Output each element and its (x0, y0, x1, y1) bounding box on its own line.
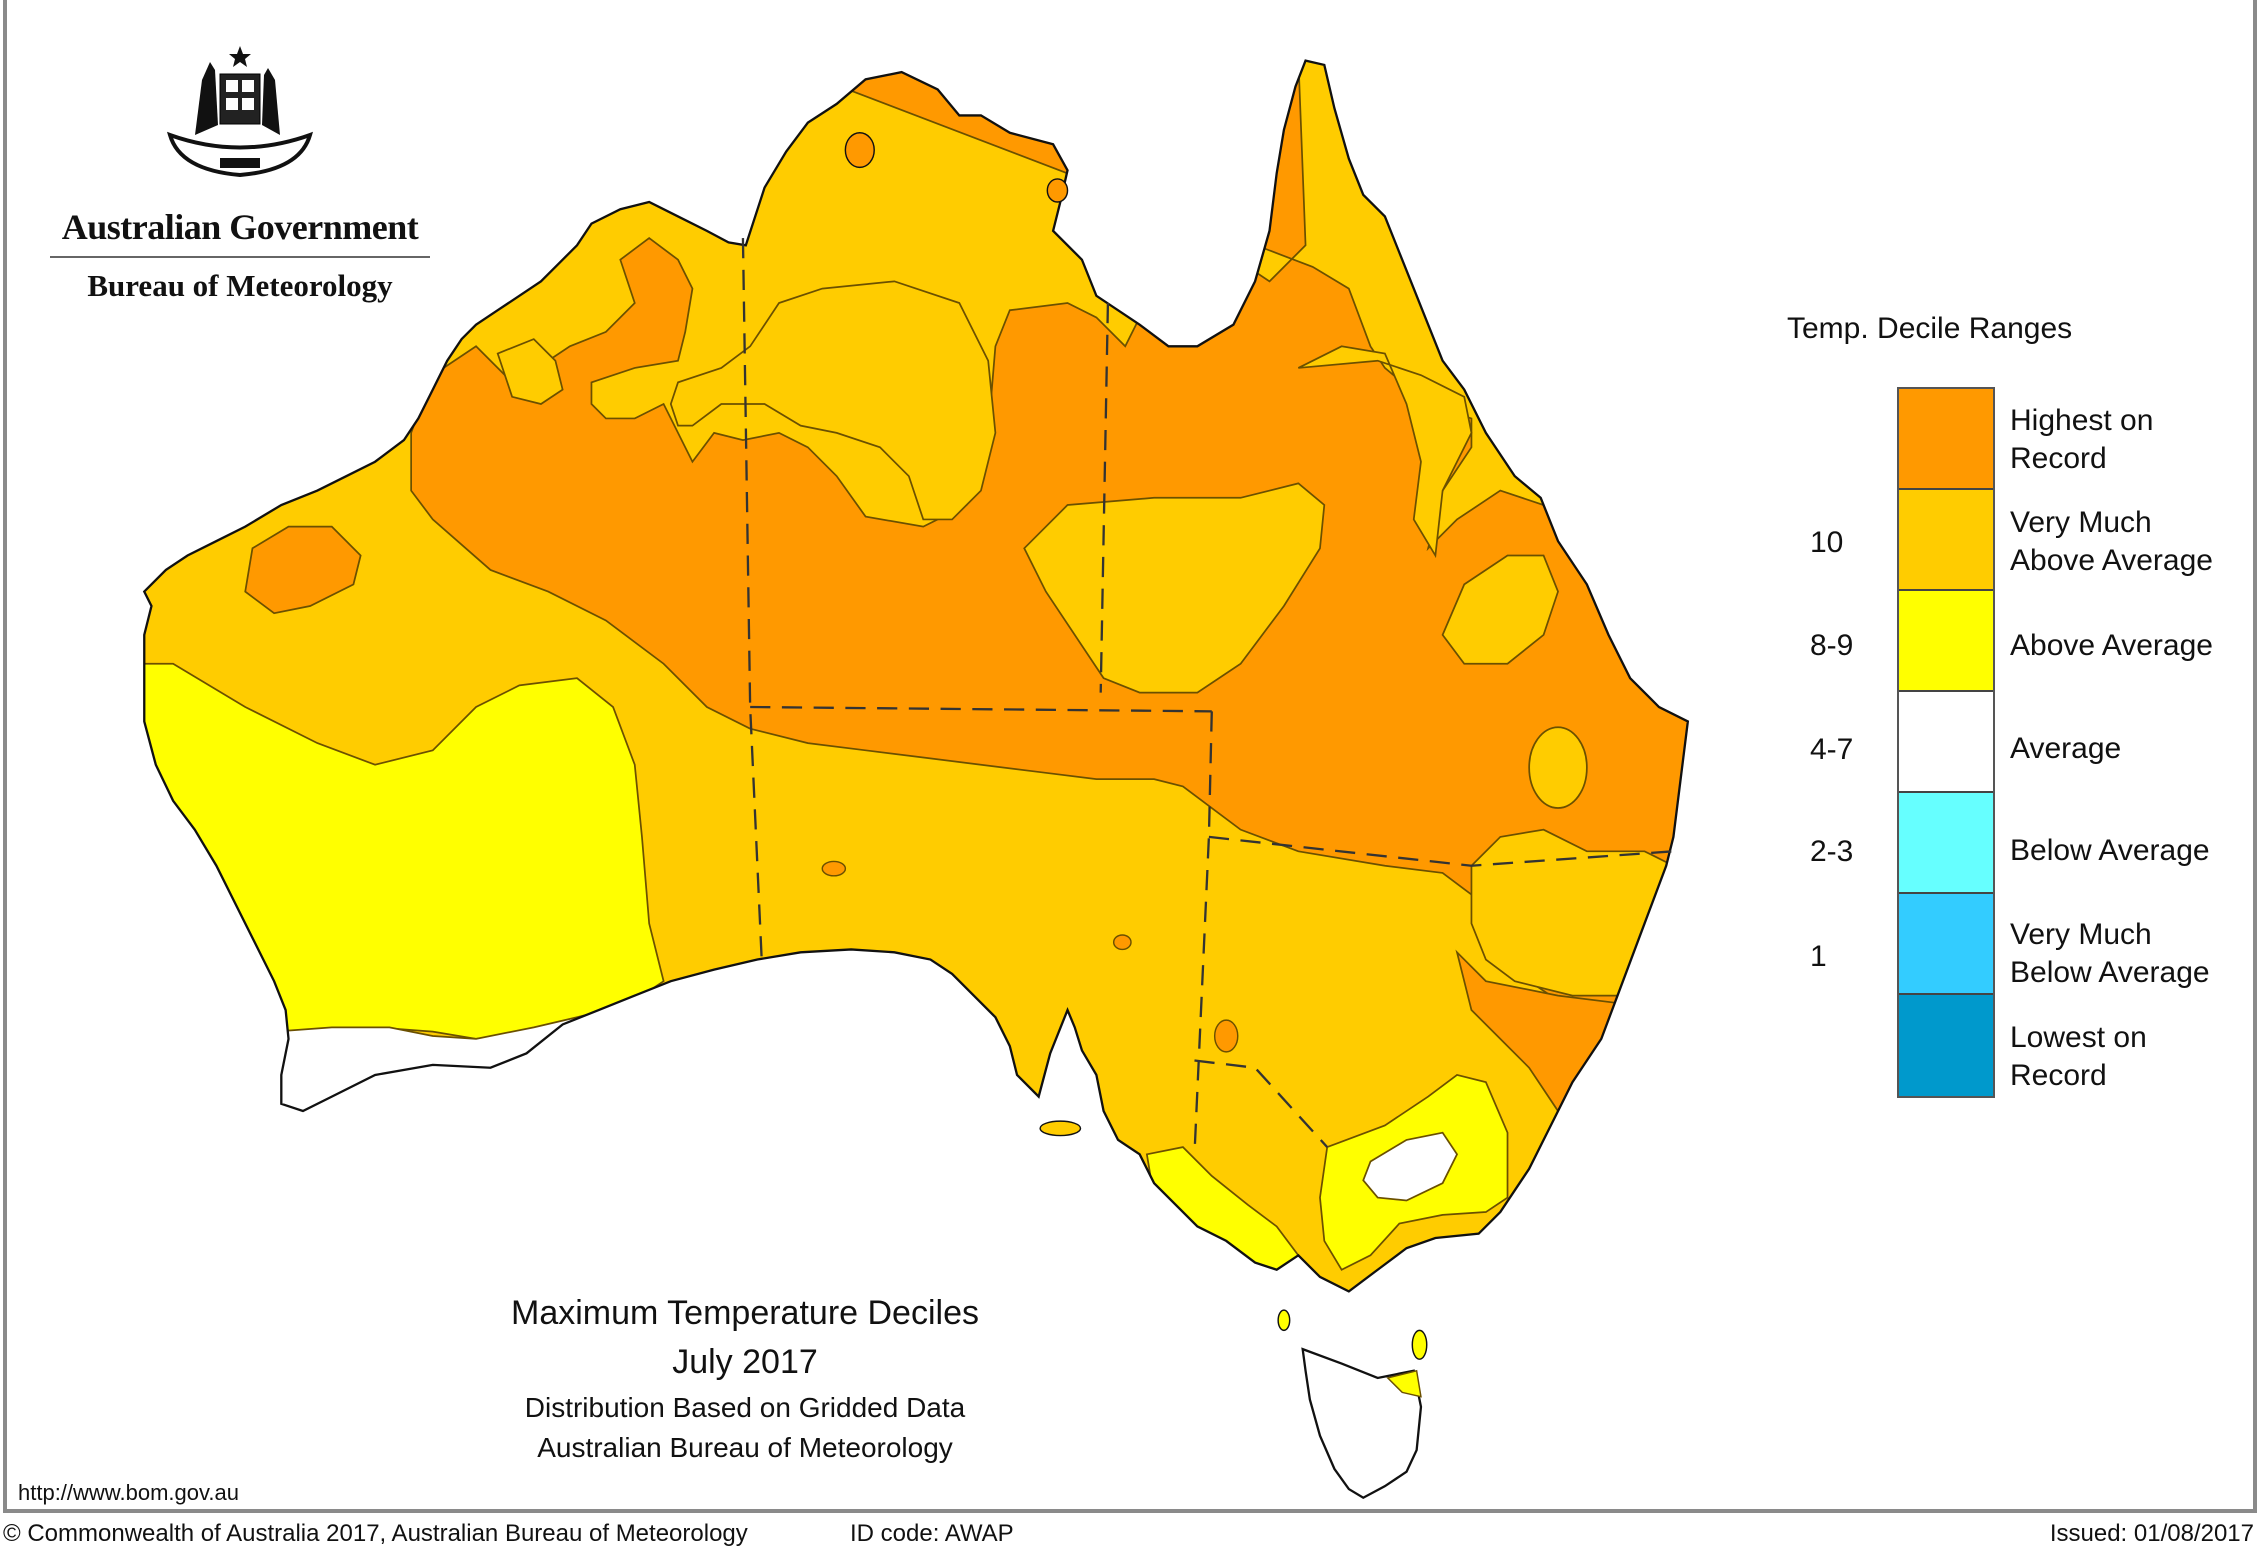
id-code: ID code: AWAP (850, 1520, 1014, 1547)
bom-website-link[interactable]: http://www.bom.gov.au (18, 1480, 239, 1505)
agency-name: Bureau of Meteorology (87, 268, 393, 303)
map-subtitle: Distribution Based on Gridded Data (524, 1392, 966, 1423)
legend-label-very-much-below: Very Much Below Average (2010, 918, 2210, 989)
legend-swatch-very-much-below (1899, 894, 1993, 995)
legend-swatch-average (1899, 692, 1993, 793)
legend-range-8-9: 8-9 (1810, 629, 1854, 662)
legend-swatch-very-much-above (1899, 490, 1993, 591)
legend-label-lowest: Lowest on Record (2010, 1021, 2147, 1092)
map-title: Maximum Temperature Deciles (511, 1294, 979, 1332)
legend-range-1: 1 (1810, 940, 1827, 973)
copyright-notice: © Commonwealth of Australia 2017, Austra… (3, 1520, 748, 1547)
map-period: July 2017 (672, 1343, 818, 1381)
legend-label-highest: Highest on Record (2010, 404, 2154, 475)
legend-label-below: Below Average (2010, 834, 2210, 867)
map-title-block: Maximum Temperature Deciles July 2017 Di… (400, 1290, 1090, 1468)
legend-swatch-below (1899, 793, 1993, 894)
legend-color-bar (1897, 387, 1995, 1098)
legend-range-4-7: 4-7 (1810, 733, 1854, 766)
legend-label-average: Average (2010, 732, 2122, 765)
legend-range-2-3: 2-3 (1810, 835, 1854, 868)
bom-logo: Australian Government Bureau of Meteorol… (40, 40, 440, 304)
legend-swatch-highest (1899, 389, 1993, 490)
government-name: Australian Government (61, 207, 419, 247)
map-frame (3, 0, 2257, 1513)
legend-range-10: 10 (1810, 526, 1844, 559)
map-source: Australian Bureau of Meteorology (537, 1432, 953, 1463)
legend-swatch-lowest (1899, 995, 1993, 1096)
logo-divider (50, 256, 430, 258)
legend-label-above: Above Average (2010, 629, 2213, 662)
legend-title: Temp. Decile Ranges (1787, 312, 2073, 345)
issued-date: Issued: 01/08/2017 (2049, 1520, 2254, 1547)
legend-label-very-much-above: Very Much Above Average (2010, 506, 2213, 577)
commonwealth-coat-of-arms-icon (167, 46, 313, 178)
legend-swatch-above (1899, 591, 1993, 692)
